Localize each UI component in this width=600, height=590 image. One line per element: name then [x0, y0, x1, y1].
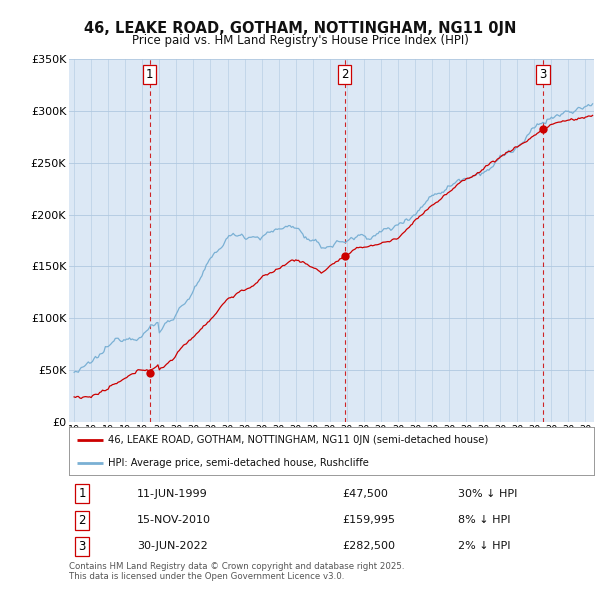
Text: 46, LEAKE ROAD, GOTHAM, NOTTINGHAM, NG11 0JN: 46, LEAKE ROAD, GOTHAM, NOTTINGHAM, NG11… [84, 21, 516, 35]
Text: HPI: Average price, semi-detached house, Rushcliffe: HPI: Average price, semi-detached house,… [109, 458, 369, 468]
Text: 30% ↓ HPI: 30% ↓ HPI [458, 489, 517, 499]
Text: 2% ↓ HPI: 2% ↓ HPI [458, 542, 510, 552]
Text: 2: 2 [341, 68, 349, 81]
Text: 3: 3 [79, 540, 86, 553]
Text: 1: 1 [79, 487, 86, 500]
Text: 2: 2 [79, 514, 86, 527]
Text: £47,500: £47,500 [342, 489, 388, 499]
Text: 11-JUN-1999: 11-JUN-1999 [137, 489, 208, 499]
Text: 1: 1 [146, 68, 154, 81]
Text: 46, LEAKE ROAD, GOTHAM, NOTTINGHAM, NG11 0JN (semi-detached house): 46, LEAKE ROAD, GOTHAM, NOTTINGHAM, NG11… [109, 435, 488, 445]
Text: 15-NOV-2010: 15-NOV-2010 [137, 515, 211, 525]
Text: 30-JUN-2022: 30-JUN-2022 [137, 542, 208, 552]
Text: 3: 3 [539, 68, 547, 81]
Text: £159,995: £159,995 [342, 515, 395, 525]
Text: 8% ↓ HPI: 8% ↓ HPI [458, 515, 510, 525]
Text: Contains HM Land Registry data © Crown copyright and database right 2025.
This d: Contains HM Land Registry data © Crown c… [69, 562, 404, 581]
Text: Price paid vs. HM Land Registry's House Price Index (HPI): Price paid vs. HM Land Registry's House … [131, 34, 469, 47]
Text: £282,500: £282,500 [342, 542, 395, 552]
